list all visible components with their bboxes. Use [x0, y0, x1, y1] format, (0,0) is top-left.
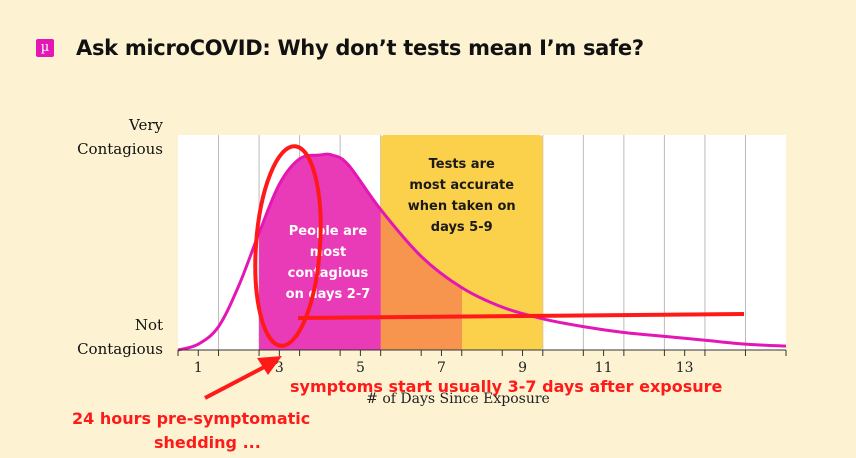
x-tick-label: 7 — [437, 360, 446, 376]
contagiousness-curve — [177, 152, 787, 352]
presymptomatic-annotation: 24 hours pre-symptomatic — [72, 409, 310, 428]
y-axis-label: Very — [128, 116, 164, 134]
y-axis-label: Contagious — [77, 140, 163, 158]
microcovid-logo-icon: µ — [36, 39, 54, 57]
contagious-label-line: most — [310, 245, 346, 260]
annotation-arrow-shaft — [204, 362, 271, 400]
x-tick-label: 13 — [676, 360, 694, 376]
contagious-label: People are most contagious on days 2-7 — [286, 224, 371, 302]
presymptomatic-annotation: shedding ... — [154, 433, 261, 452]
test-accuracy-label-line: days 5-9 — [431, 220, 493, 235]
test-accuracy-label-line: most accurate — [409, 178, 514, 193]
symptoms-window-line — [297, 312, 745, 320]
contagious-label-line: contagious — [288, 266, 369, 281]
x-tick-label: 5 — [356, 360, 365, 376]
page-title: Ask microCOVID: Why don’t tests mean I’m… — [76, 36, 644, 60]
symptoms-annotation: symptoms start usually 3-7 days after ex… — [290, 377, 723, 396]
test-accuracy-label: Tests are most accurate when taken on days … — [408, 157, 516, 235]
x-axis-label: # of Days Since Exposure — [366, 391, 550, 407]
contagious-label-line: on days 2-7 — [286, 287, 371, 302]
test-accuracy-label-line: Tests are — [429, 157, 495, 172]
presymptomatic-ellipse — [253, 144, 323, 348]
y-axis-label: Contagious — [77, 340, 163, 358]
contagious-label-line: People are — [289, 224, 368, 239]
x-tick-label: 9 — [518, 360, 527, 376]
annotation-arrowhead — [257, 356, 282, 375]
test-accuracy-label-line: when taken on — [408, 199, 516, 214]
x-tick-label: 1 — [194, 360, 203, 376]
x-tick-label: 11 — [595, 360, 613, 376]
y-axis-label: Not — [135, 316, 163, 334]
header: µ Ask microCOVID: Why don’t tests mean I… — [36, 36, 644, 60]
x-tick-label: 3 — [275, 360, 284, 376]
